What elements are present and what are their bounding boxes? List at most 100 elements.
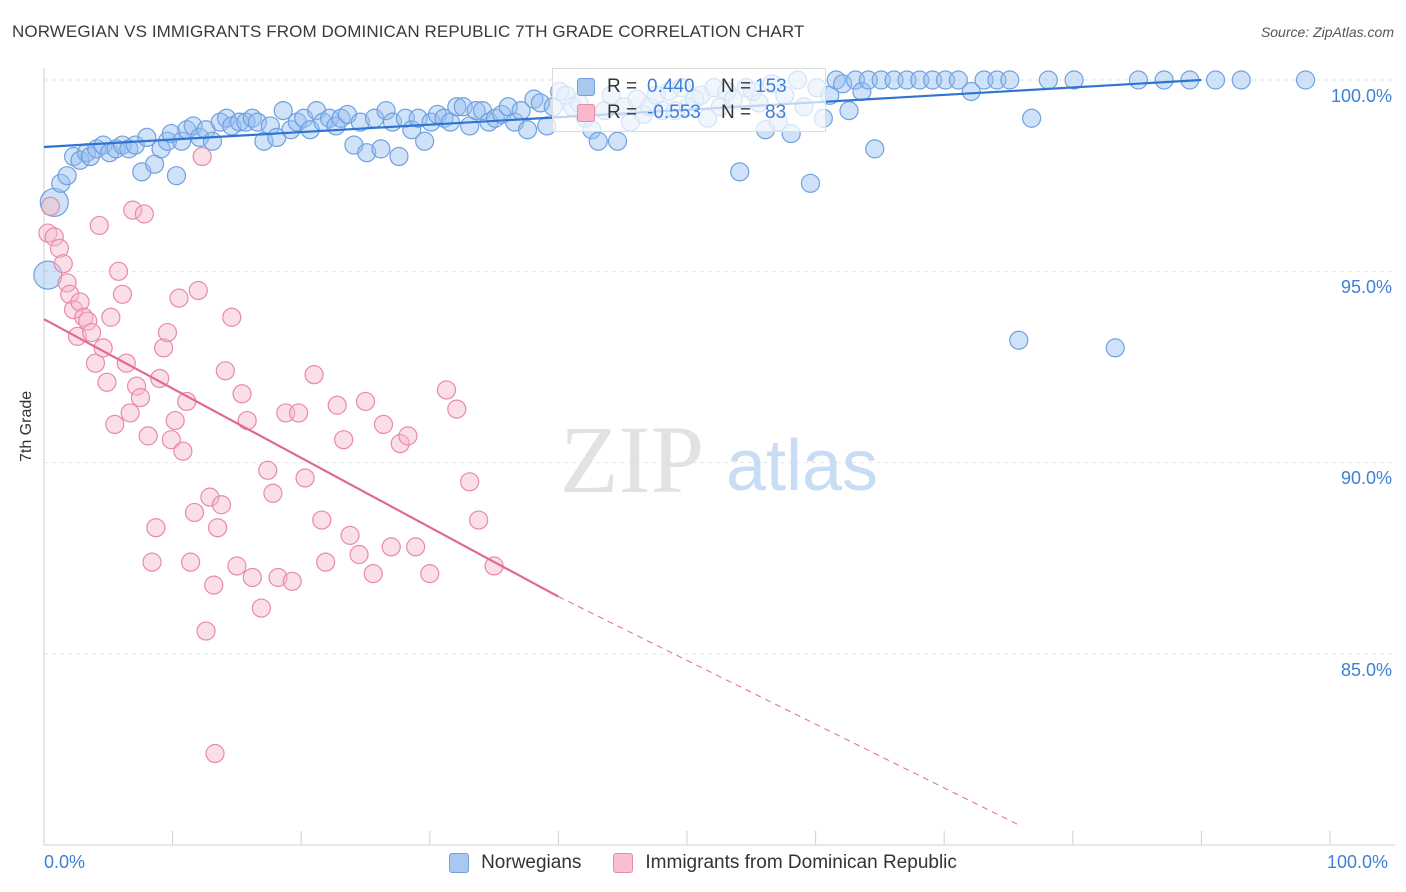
y-axis-title: 7th Grade: [18, 390, 35, 462]
norwegian-point: [517, 120, 538, 140]
dominican-point: [340, 525, 360, 545]
legend-r-value: -0.553: [647, 102, 701, 123]
dominican-point: [420, 564, 440, 584]
norwegian-point: [39, 187, 69, 218]
norwegian-point: [530, 93, 550, 113]
dominican-point: [436, 380, 457, 400]
dominican-point: [53, 254, 73, 274]
legend-n-value: 153: [755, 76, 787, 97]
norwegian-point: [408, 108, 428, 128]
norwegian-point: [447, 97, 467, 117]
norwegian-point: [1128, 70, 1148, 90]
dominican-point: [112, 284, 133, 304]
dominican-point: [181, 552, 201, 572]
legend-item-dominican[interactable]: Immigrants from Dominican Republic: [613, 852, 957, 874]
correlation-legend: R = 0.440 N = 153 R = -0.553 N = 83: [552, 68, 826, 132]
y-tick-label-100: 100.0%: [1330, 86, 1392, 106]
dominican-point: [355, 391, 376, 412]
dominican-point: [138, 426, 158, 446]
dominican-point: [363, 564, 383, 584]
norwegian-point: [1205, 70, 1226, 90]
dominican-point: [130, 388, 151, 408]
norwegian-point: [166, 166, 187, 186]
dominican-point: [49, 238, 70, 258]
norwegian-point: [242, 108, 262, 128]
dominican-point: [289, 403, 309, 423]
norwegian-point: [247, 112, 268, 132]
norwegian-point: [730, 162, 750, 182]
y-tick-label-90: 90.0%: [1340, 468, 1392, 488]
dominican-point: [57, 273, 77, 293]
dominican-point: [173, 441, 193, 461]
dominican-point: [312, 510, 332, 530]
norwegian-point: [371, 139, 391, 159]
axes: [43, 68, 1395, 846]
norwegian-point: [1038, 70, 1058, 90]
dominican-point: [205, 743, 225, 764]
dominican-point: [169, 288, 189, 308]
legend-n-value: 83: [765, 102, 787, 123]
norwegian-point: [70, 150, 90, 170]
norwegian-point: [1295, 70, 1316, 90]
dominican-point: [227, 556, 247, 576]
dominican-point: [406, 537, 426, 557]
dominican-point: [282, 571, 302, 591]
norwegian-point: [80, 146, 100, 167]
dominican-point: [334, 430, 354, 450]
x-tick-label-max: 100.0%: [1327, 852, 1389, 872]
norwegian-point: [172, 131, 192, 151]
legend-swatch-dominican: [577, 104, 595, 122]
dominican-point: [78, 311, 98, 331]
grid-lines: [44, 79, 1395, 655]
dominican-point: [215, 361, 235, 381]
dominican-point: [97, 372, 117, 392]
norwegian-point: [833, 74, 853, 94]
norwegian-point: [161, 123, 181, 144]
dominican-point: [196, 621, 216, 641]
legend-swatch-norwegians: [577, 78, 595, 96]
dominican-point: [200, 487, 220, 507]
norwegian-point: [376, 101, 396, 121]
norwegian-point: [607, 131, 628, 151]
dominican-point: [101, 307, 121, 327]
dominican-point: [188, 280, 208, 301]
dominican-point: [304, 365, 324, 385]
dominican-point: [192, 146, 212, 167]
series-legend: Norwegians Immigrants from Dominican Rep…: [0, 852, 1406, 874]
norwegian-point: [453, 97, 473, 117]
x-tick-label-min: 0.0%: [44, 852, 86, 872]
dominican-point: [184, 502, 205, 523]
dominican-point: [108, 261, 129, 281]
norwegian-point: [357, 143, 377, 163]
dominican-point: [268, 567, 288, 588]
dominican-point: [251, 598, 271, 618]
dominican-point: [60, 284, 80, 304]
legend-item-norwegians[interactable]: Norwegians: [449, 852, 581, 874]
norwegian-point: [800, 173, 821, 193]
norwegian-point: [961, 81, 981, 102]
dominican-point: [44, 227, 64, 247]
dominican-point: [258, 460, 278, 480]
dominican-point: [469, 510, 489, 530]
dominican-point: [40, 196, 61, 216]
chart-title: NORWEGIAN VS IMMIGRANTS FROM DOMINICAN R…: [12, 22, 805, 41]
dominican-point: [70, 292, 90, 312]
norwegian-point: [183, 116, 203, 136]
dominican-point: [123, 200, 143, 220]
legend-row-dominican: R = -0.553 N = 83: [577, 101, 786, 125]
dominican-point: [316, 552, 336, 572]
norwegian-point: [1064, 70, 1084, 90]
legend-swatch-dominican: [613, 853, 634, 873]
dominican-point: [105, 414, 125, 434]
norwegian-point: [1022, 108, 1042, 128]
norwegian-point: [865, 139, 885, 159]
dominican-trend-line: [43, 318, 559, 598]
source-label: Source: ZipAtlas.com: [1260, 24, 1394, 40]
dominican-point: [390, 433, 410, 454]
dominican-point: [447, 399, 467, 419]
norwegian-point: [1000, 70, 1020, 90]
norwegian-point: [319, 108, 340, 128]
dominican-point: [381, 537, 401, 557]
dominican-point: [146, 518, 166, 538]
